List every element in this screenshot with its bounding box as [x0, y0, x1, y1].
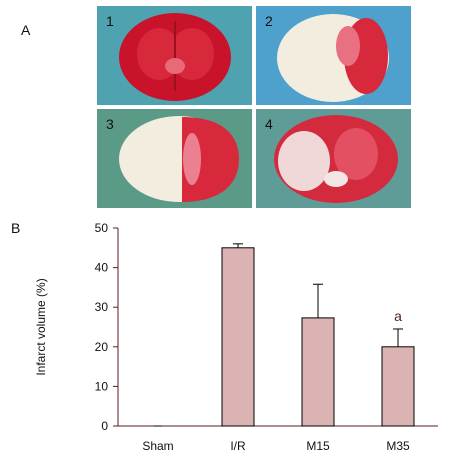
photo-number-2: 2: [265, 13, 273, 29]
x-tick-label: M35: [386, 439, 410, 453]
y-axis-label: Infarct volume (%): [34, 278, 48, 375]
x-tick-label: M15: [306, 439, 330, 453]
panel-b-label: B: [11, 220, 21, 236]
photo-number-1: 1: [106, 13, 114, 29]
brain-section-photo-4: 4: [256, 109, 411, 208]
infarct-volume-chart: Infarct volume (%) 0 10 20 30 40 50 Sham I/R M15…: [34, 221, 438, 453]
bar: [221, 247, 255, 427]
panel-a-label: A: [21, 22, 31, 38]
brain-section-photo-3: 3: [97, 109, 252, 208]
bar: [381, 346, 415, 427]
brain-section-photo-1: 1: [97, 6, 252, 105]
brain-section-half-pale-icon: [97, 109, 252, 208]
brain-section-stained-red-icon: [97, 6, 252, 105]
y-tick-label: 50: [95, 221, 109, 235]
brain-section-photo-2: 2: [256, 6, 411, 105]
brain-section-partial-pale-icon: [256, 109, 411, 208]
photo-number-4: 4: [265, 116, 273, 132]
plot-area: 0 10 20 30 40 50 Sham I/R M15 a M35: [95, 221, 438, 453]
y-tick-label: 40: [95, 261, 109, 275]
y-tick-label: 20: [95, 340, 109, 354]
y-tick-label: 30: [95, 300, 109, 314]
y-tick-label: 0: [101, 419, 108, 433]
x-tick-label: I/R: [230, 439, 246, 453]
significance-annotation: a: [394, 308, 402, 324]
photo-number-3: 3: [106, 116, 114, 132]
x-tick-label: Sham: [142, 439, 173, 453]
bar: [301, 317, 335, 427]
brain-section-pale-infarct-icon: [256, 6, 411, 105]
y-tick-label: 10: [95, 379, 109, 393]
